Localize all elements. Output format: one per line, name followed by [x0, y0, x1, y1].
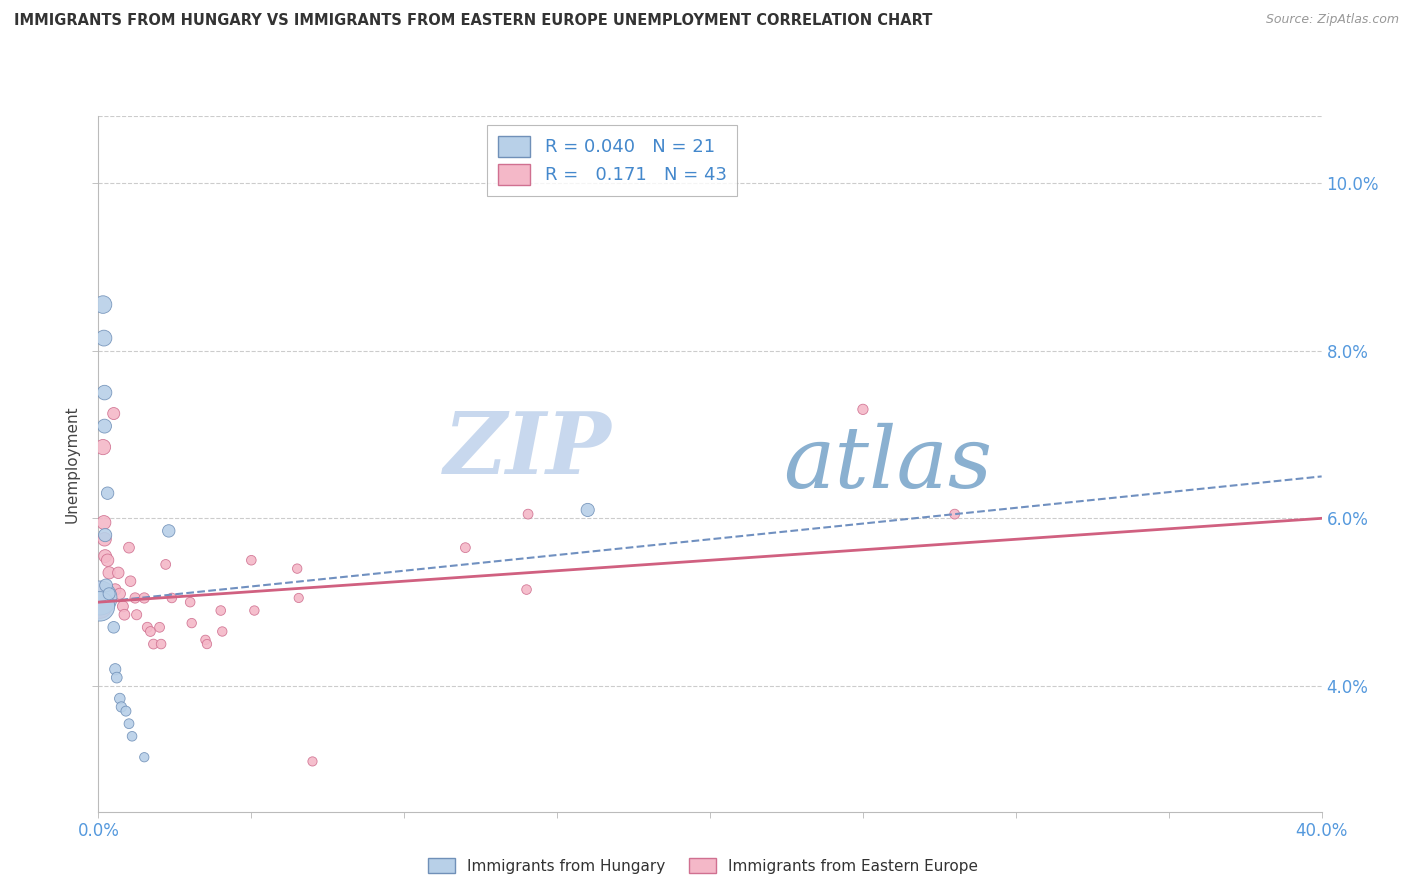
Point: [93, 385, 115, 400]
Point: [104, 662, 127, 676]
Point: [179, 595, 201, 609]
Point: [180, 616, 202, 631]
Text: atlas: atlas: [783, 423, 993, 505]
Point: [118, 716, 141, 731]
Point: [110, 700, 132, 714]
Point: [89, 591, 111, 605]
Point: [576, 503, 599, 517]
Point: [150, 637, 173, 651]
Point: [104, 582, 127, 597]
Point: [112, 607, 135, 622]
Point: [107, 566, 129, 580]
Point: [195, 637, 218, 651]
Point: [516, 582, 538, 597]
Point: [89, 599, 111, 614]
Point: [134, 591, 156, 605]
Point: [852, 402, 875, 417]
Point: [454, 541, 477, 555]
Point: [160, 591, 183, 605]
Y-axis label: Unemployment: Unemployment: [65, 405, 80, 523]
Point: [94, 578, 117, 592]
Point: [93, 516, 115, 530]
Point: [89, 591, 111, 605]
Point: [103, 407, 125, 421]
Point: [108, 587, 131, 601]
Point: [211, 624, 233, 639]
Point: [90, 582, 112, 597]
Point: [142, 637, 165, 651]
Text: IMMIGRANTS FROM HUNGARY VS IMMIGRANTS FROM EASTERN EUROPE UNEMPLOYMENT CORRELATI: IMMIGRANTS FROM HUNGARY VS IMMIGRANTS FR…: [14, 13, 932, 29]
Point: [209, 603, 232, 617]
Point: [91, 440, 114, 454]
Point: [134, 750, 156, 764]
Point: [139, 624, 162, 639]
Point: [149, 620, 172, 634]
Point: [98, 587, 121, 601]
Point: [93, 331, 115, 345]
Point: [94, 549, 117, 563]
Point: [136, 620, 159, 634]
Point: [120, 574, 142, 589]
Point: [93, 533, 115, 547]
Point: [105, 671, 128, 685]
Point: [111, 599, 134, 614]
Point: [157, 524, 180, 538]
Point: [121, 729, 143, 743]
Point: [943, 507, 966, 521]
Point: [93, 419, 115, 434]
Point: [517, 507, 540, 521]
Text: Source: ZipAtlas.com: Source: ZipAtlas.com: [1265, 13, 1399, 27]
Point: [301, 755, 323, 769]
Legend: Immigrants from Hungary, Immigrants from Eastern Europe: Immigrants from Hungary, Immigrants from…: [422, 852, 984, 880]
Point: [118, 541, 141, 555]
Point: [124, 591, 146, 605]
Text: ZIP: ZIP: [444, 409, 612, 491]
Point: [89, 599, 111, 614]
Point: [97, 553, 120, 567]
Point: [194, 632, 217, 647]
Point: [91, 297, 114, 311]
Point: [103, 620, 125, 634]
Point: [240, 553, 263, 567]
Point: [115, 704, 138, 718]
Point: [285, 561, 308, 575]
Point: [108, 691, 131, 706]
Point: [287, 591, 309, 605]
Point: [155, 558, 177, 572]
Point: [94, 528, 117, 542]
Point: [98, 566, 121, 580]
Point: [97, 486, 120, 500]
Point: [243, 603, 266, 617]
Legend: R = 0.040   N = 21, R =   0.171   N = 43: R = 0.040 N = 21, R = 0.171 N = 43: [486, 125, 738, 195]
Point: [125, 607, 148, 622]
